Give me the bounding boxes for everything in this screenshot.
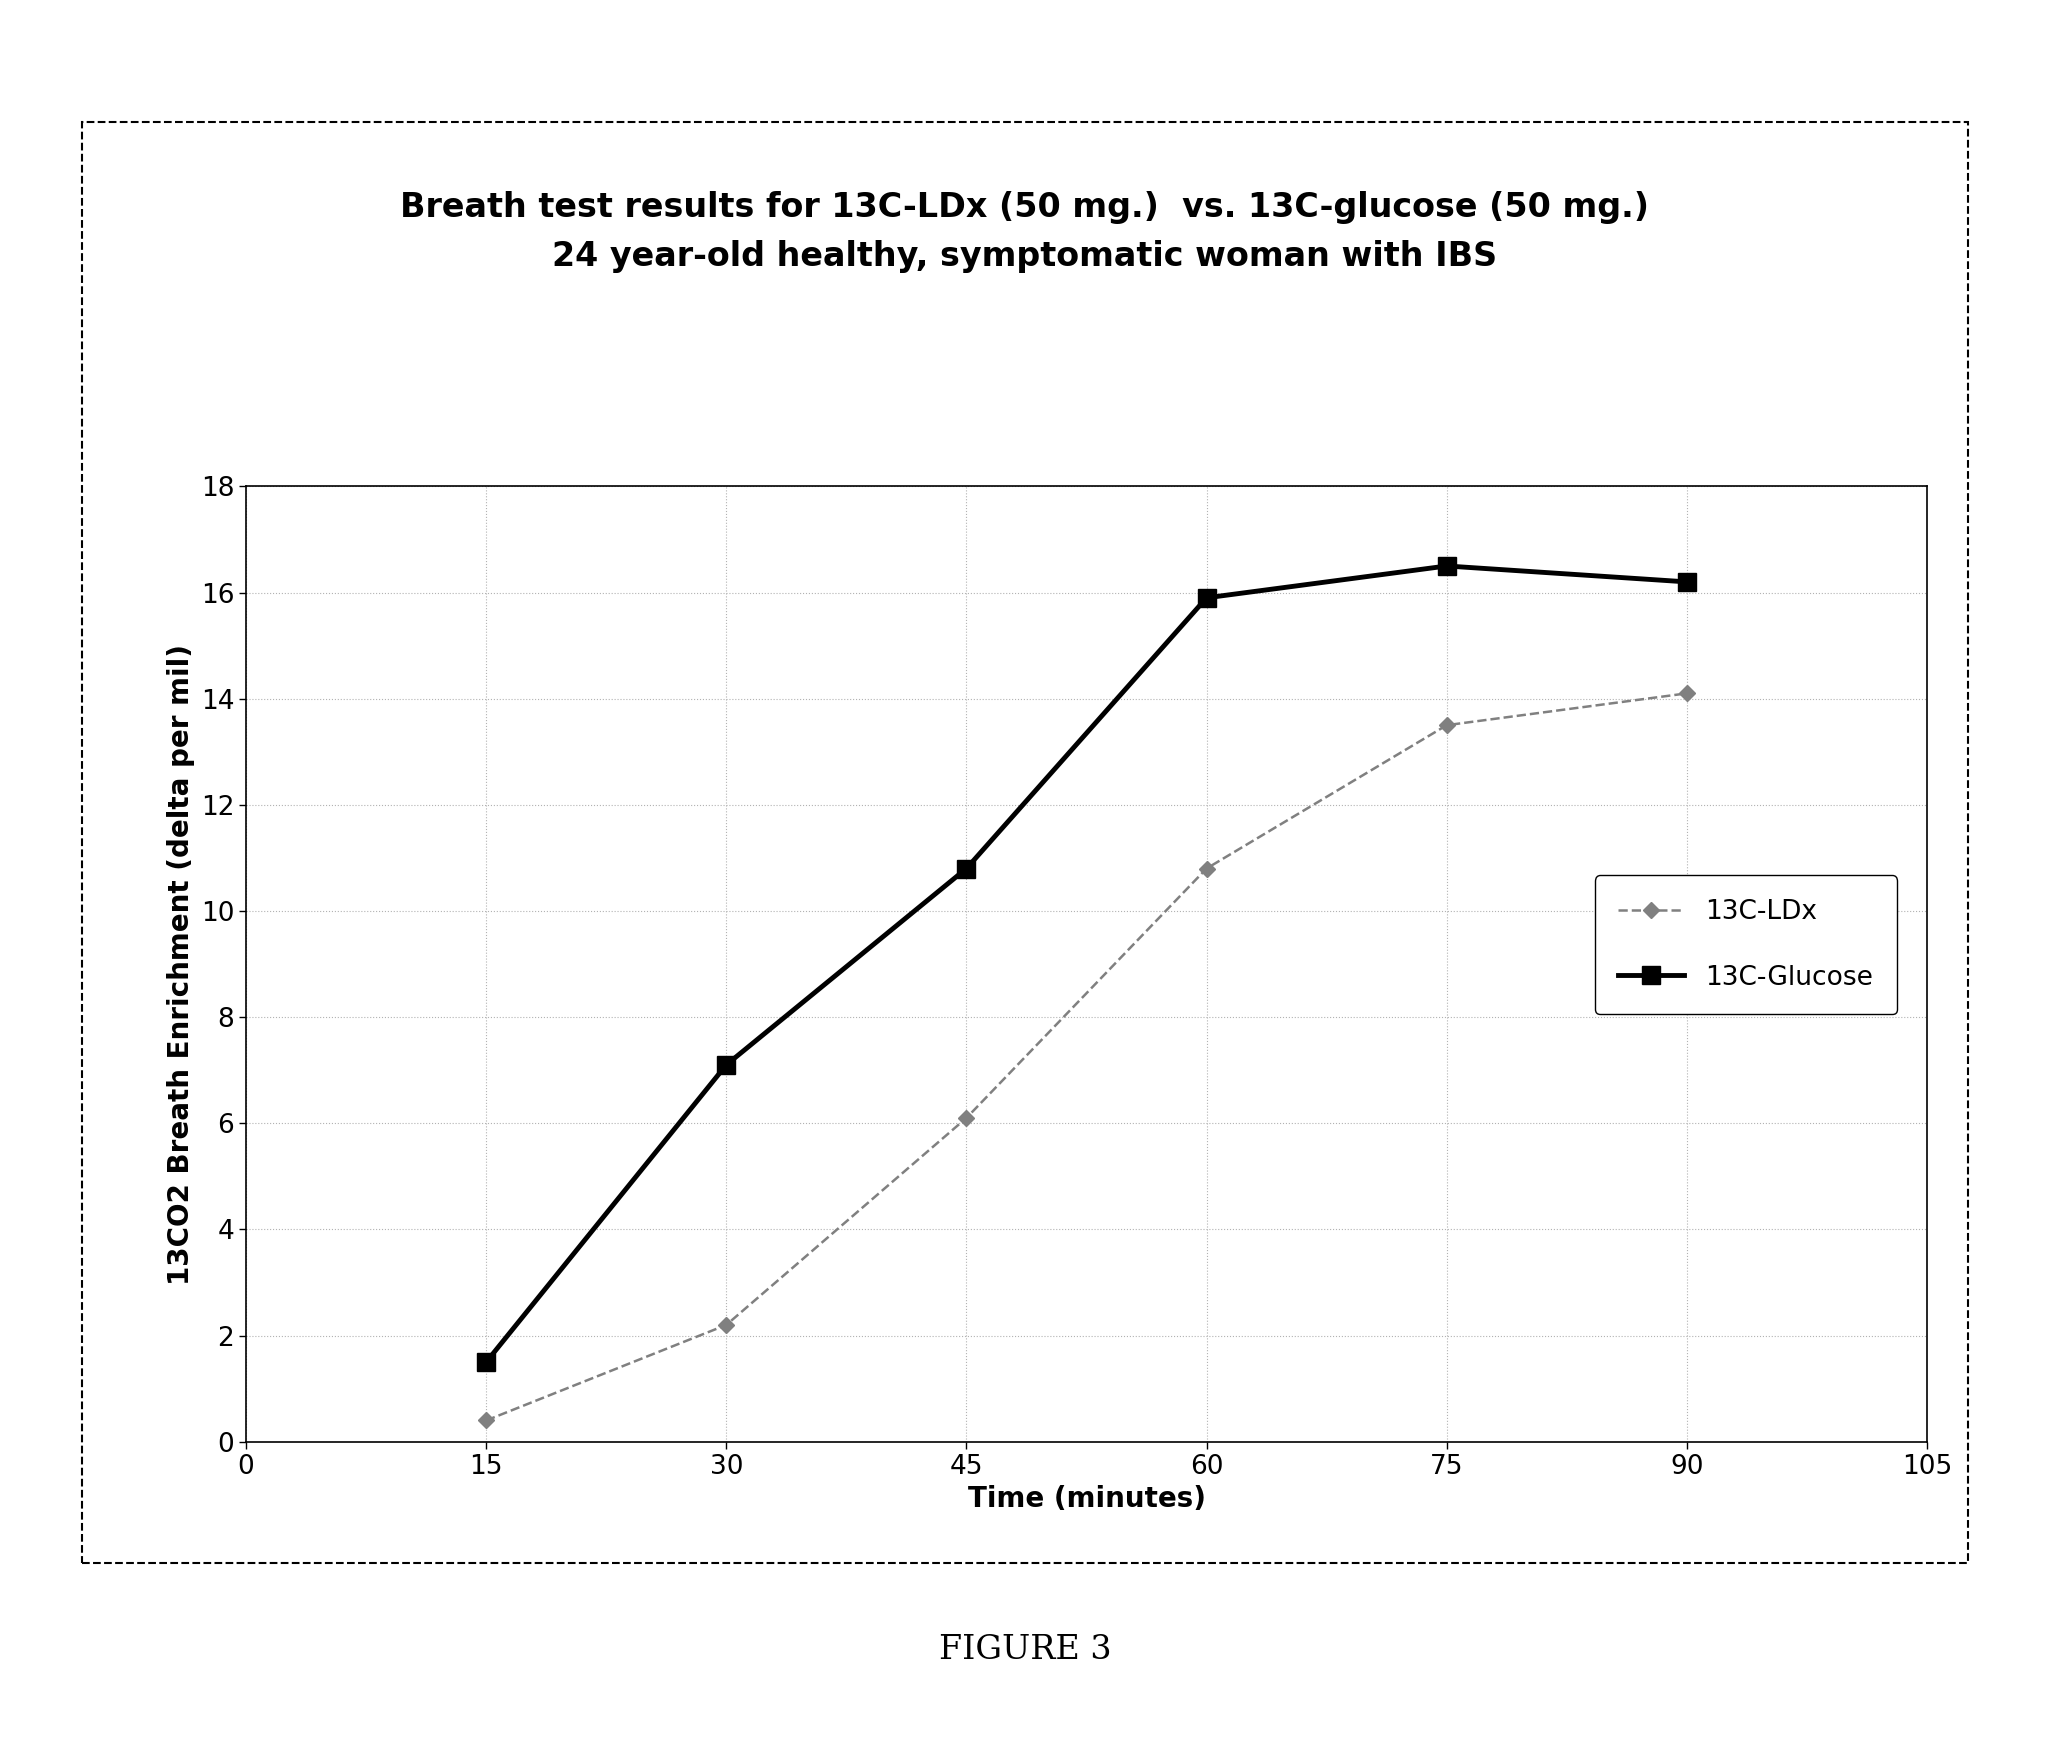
13C-Glucose — [474, 1351, 498, 1372]
13C-LDx — [713, 1315, 738, 1336]
Text: Breath test results for 13C-LDx (50 mg.)  vs. 13C-glucose (50 mg.)
24 year-old h: Breath test results for 13C-LDx (50 mg.)… — [400, 191, 1650, 273]
13C-Glucose — [1435, 556, 1460, 577]
13C-Glucose — [1195, 587, 1220, 608]
X-axis label: Time (minutes): Time (minutes) — [968, 1485, 1205, 1513]
13C-LDx — [1435, 716, 1460, 736]
Y-axis label: 13CO2 Breath Enrichment (delta per mil): 13CO2 Breath Enrichment (delta per mil) — [168, 643, 195, 1285]
13C-LDx — [953, 1108, 978, 1129]
13C-Glucose — [1675, 571, 1699, 592]
13C-LDx — [474, 1410, 498, 1431]
Legend: 13C-LDx, 13C-Glucose: 13C-LDx, 13C-Glucose — [1595, 875, 1896, 1014]
Line: 13C-Glucose: 13C-Glucose — [478, 558, 1695, 1370]
Text: FIGURE 3: FIGURE 3 — [939, 1635, 1111, 1666]
13C-LDx — [1195, 858, 1220, 879]
13C-LDx — [1675, 683, 1699, 703]
13C-Glucose — [953, 858, 978, 879]
13C-Glucose — [713, 1054, 738, 1075]
Line: 13C-LDx: 13C-LDx — [480, 688, 1693, 1426]
